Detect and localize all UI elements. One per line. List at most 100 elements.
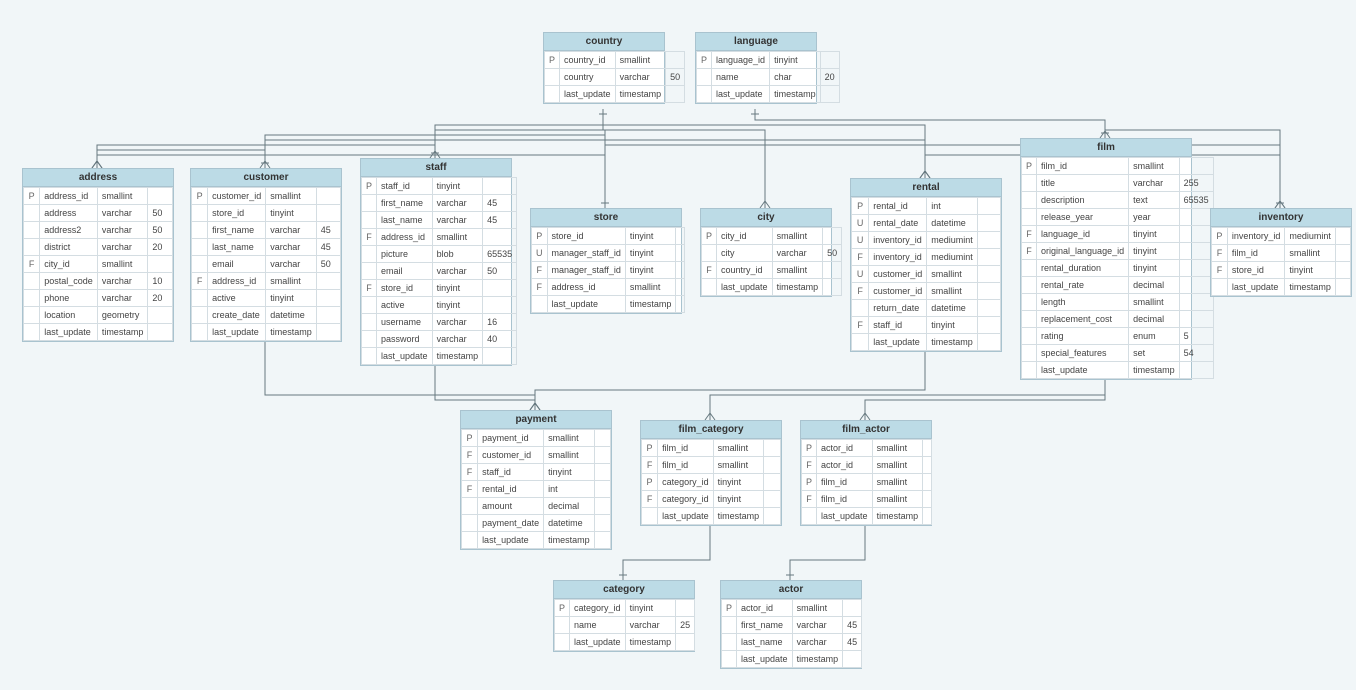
column-type: decimal	[544, 498, 595, 515]
column-type: smallint	[872, 491, 923, 508]
column-key-indicator: U	[852, 266, 869, 283]
column-name: store_id	[547, 228, 625, 245]
column-length	[823, 279, 842, 296]
column-type: blob	[432, 246, 483, 263]
column-type: smallint	[772, 228, 823, 245]
entity-film_category[interactable]: film_categoryPfilm_idsmallintFfilm_idsma…	[640, 420, 782, 526]
column-length	[316, 205, 340, 222]
entity-city[interactable]: cityPcity_idsmallintcityvarchar50Fcountr…	[700, 208, 832, 297]
column-row: Fstaff_idtinyint	[462, 464, 611, 481]
column-length	[483, 229, 517, 246]
column-row: last_updatetimestamp	[462, 532, 611, 549]
entity-actor[interactable]: actorPactor_idsmallintfirst_namevarchar4…	[720, 580, 862, 669]
column-key-indicator: P	[545, 52, 560, 69]
column-type: decimal	[1129, 311, 1180, 328]
column-length	[594, 464, 610, 481]
column-length	[1179, 158, 1213, 175]
entity-columns: Pfilm_idsmallinttitlevarchar255descripti…	[1021, 157, 1214, 379]
column-length: 65535	[1179, 192, 1213, 209]
entity-header: address	[23, 169, 173, 187]
column-name: manager_staff_id	[547, 262, 625, 279]
entity-store[interactable]: storePstore_idtinyintUmanager_staff_idti…	[530, 208, 682, 314]
column-row: Fstore_idtinyint	[362, 280, 517, 297]
column-key-indicator: P	[702, 228, 717, 245]
column-length	[977, 198, 1000, 215]
column-key-indicator: P	[1022, 158, 1037, 175]
column-row: replacement_costdecimal	[1022, 311, 1214, 328]
column-name: email	[208, 256, 266, 273]
column-type: smallint	[792, 600, 843, 617]
column-row: descriptiontext65535	[1022, 192, 1214, 209]
column-row: usernamevarchar16	[362, 314, 517, 331]
column-row: last_updatetimestamp	[697, 86, 840, 103]
entity-columns: Planguage_idtinyintnamechar20last_update…	[696, 51, 840, 103]
entity-category[interactable]: categoryPcategory_idtinyintnamevarchar25…	[553, 580, 695, 652]
column-key-indicator	[24, 290, 40, 307]
entity-film_actor[interactable]: film_actorPactor_idsmallintFactor_idsmal…	[800, 420, 932, 526]
column-type: timestamp	[772, 279, 823, 296]
entity-film[interactable]: filmPfilm_idsmallinttitlevarchar255descr…	[1020, 138, 1192, 380]
column-type: varchar	[432, 331, 483, 348]
column-name: rental_duration	[1037, 260, 1129, 277]
entity-staff[interactable]: staffPstaff_idtinyintfirst_namevarchar45…	[360, 158, 512, 366]
column-row: activetinyint	[192, 290, 341, 307]
entity-customer[interactable]: customerPcustomer_idsmallintstore_idtiny…	[190, 168, 342, 342]
entity-country[interactable]: countryPcountry_idsmallintcountryvarchar…	[543, 32, 665, 104]
column-row: last_updatetimestamp	[702, 279, 842, 296]
column-key-indicator	[362, 246, 377, 263]
column-length: 5	[1179, 328, 1213, 345]
column-type: varchar	[432, 263, 483, 280]
column-name: city	[717, 245, 773, 262]
column-name: last_name	[377, 212, 433, 229]
entity-language[interactable]: languagePlanguage_idtinyintnamechar20las…	[695, 32, 817, 104]
column-type: tinyint	[266, 205, 317, 222]
column-type: timestamp	[1129, 362, 1180, 379]
column-type: varchar	[615, 69, 666, 86]
column-name: customer_id	[478, 447, 544, 464]
column-key-indicator: P	[462, 430, 478, 447]
column-name: first_name	[737, 617, 793, 634]
column-name: location	[40, 307, 98, 324]
er-diagram-canvas: countryPcountry_idsmallintcountryvarchar…	[0, 0, 1356, 690]
column-length	[148, 324, 173, 341]
column-length	[823, 262, 842, 279]
column-row: first_namevarchar45	[722, 617, 862, 634]
column-key-indicator: F	[532, 279, 548, 296]
column-name: last_update	[547, 296, 625, 313]
entity-address[interactable]: addressPaddress_idsmallintaddressvarchar…	[22, 168, 174, 342]
column-name: actor_id	[817, 457, 873, 474]
entity-rental[interactable]: rentalPrental_idintUrental_datedatetimeU…	[850, 178, 1002, 352]
column-length	[977, 300, 1000, 317]
column-name: address_id	[208, 273, 266, 290]
column-type: smallint	[872, 440, 923, 457]
entity-inventory[interactable]: inventoryPinventory_idmediumintFfilm_ids…	[1210, 208, 1352, 297]
column-key-indicator	[362, 331, 377, 348]
entity-columns: Paddress_idsmallintaddressvarchar50addre…	[23, 187, 173, 341]
column-key-indicator: P	[642, 440, 658, 457]
column-row: address2varchar50	[24, 222, 173, 239]
column-key-indicator	[1022, 362, 1037, 379]
column-name: actor_id	[817, 440, 873, 457]
column-length	[316, 307, 340, 324]
column-name: language_id	[712, 52, 770, 69]
column-key-indicator: F	[462, 447, 478, 464]
column-row: Ffilm_idsmallint	[1212, 245, 1351, 262]
column-row: Factor_idsmallint	[802, 457, 932, 474]
column-type: tinyint	[927, 317, 978, 334]
column-name: last_update	[570, 634, 626, 651]
column-row: Ffilm_idsmallint	[802, 491, 932, 508]
column-key-indicator: F	[852, 249, 869, 266]
entity-payment[interactable]: paymentPpayment_idsmallintFcustomer_idsm…	[460, 410, 612, 550]
column-key-indicator: U	[532, 245, 548, 262]
column-row: lengthsmallint	[1022, 294, 1214, 311]
column-row: first_namevarchar45	[362, 195, 517, 212]
column-key-indicator	[362, 263, 377, 280]
entity-columns: Pinventory_idmediumintFfilm_idsmallintFs…	[1211, 227, 1351, 296]
column-name: last_update	[817, 508, 873, 525]
column-row: Ppayment_idsmallint	[462, 430, 611, 447]
column-type: smallint	[713, 440, 764, 457]
column-type: tinyint	[625, 245, 676, 262]
column-name: password	[377, 331, 433, 348]
column-row: last_updatetimestamp	[722, 651, 862, 668]
column-type: timestamp	[615, 86, 666, 103]
